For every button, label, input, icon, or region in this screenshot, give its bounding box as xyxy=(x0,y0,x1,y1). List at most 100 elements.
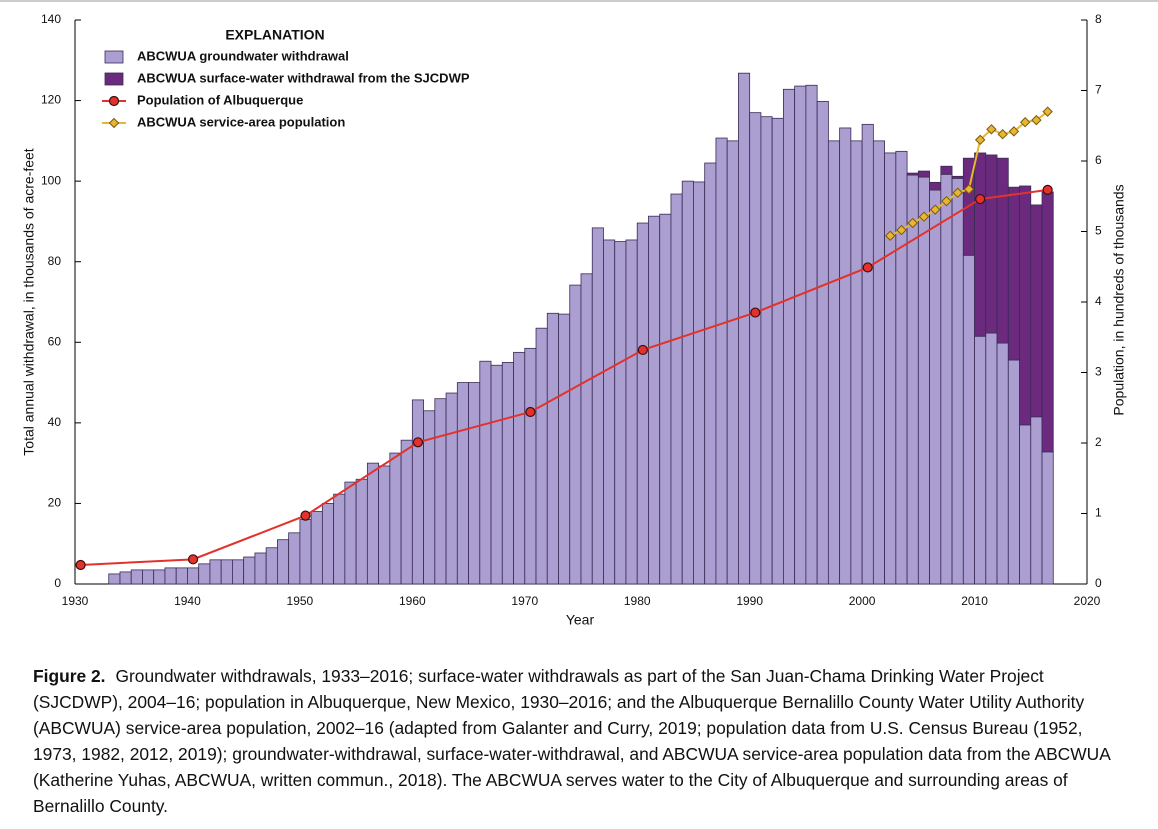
x-tick-label: 2000 xyxy=(849,594,876,608)
bar-segment xyxy=(603,239,616,585)
y2-tick-label: 8 xyxy=(1095,12,1102,26)
bar-segment xyxy=(614,241,627,585)
bar-segment xyxy=(232,559,245,585)
marker xyxy=(885,230,896,241)
marker xyxy=(1008,126,1020,137)
marker xyxy=(412,437,424,448)
caption: Figure 2. Groundwater withdrawals, 1933–2… xyxy=(33,663,1113,819)
y-tick-label: 120 xyxy=(41,93,61,107)
legend-label: ABCWUA groundwater withdrawal xyxy=(137,48,349,63)
marker xyxy=(525,406,536,418)
x-tick-label: 1970 xyxy=(511,594,538,608)
y-tick-label: 100 xyxy=(41,173,61,187)
marker xyxy=(637,344,648,356)
bar-segment xyxy=(929,181,942,191)
bar-segment xyxy=(693,181,706,585)
bar-segment xyxy=(445,392,458,585)
bar-segment xyxy=(850,140,863,585)
marker xyxy=(918,211,930,222)
bar-segment xyxy=(771,117,784,585)
marker xyxy=(187,554,199,565)
bar-segment xyxy=(591,227,604,585)
bar-segment xyxy=(1030,416,1043,585)
bar-segment xyxy=(524,347,537,585)
legend-label: ABCWUA surface-water withdrawal from the… xyxy=(137,70,470,85)
marker xyxy=(896,224,907,236)
bar-segment xyxy=(1041,191,1054,453)
bar-segment xyxy=(625,239,638,585)
x-tick-label: 2020 xyxy=(1074,594,1101,608)
y2-tick-label: 0 xyxy=(1095,576,1102,590)
marker xyxy=(974,134,986,146)
marker xyxy=(1019,117,1031,128)
chart: Year Total annual withdrawal, in thousan… xyxy=(0,0,1158,628)
y-tick-label: 20 xyxy=(48,496,62,510)
bar-segment xyxy=(434,398,447,585)
bar-segment xyxy=(490,364,503,585)
marker xyxy=(975,193,986,205)
y2-tick-label: 7 xyxy=(1095,83,1102,97)
bar-segment xyxy=(378,465,391,585)
bar-segment xyxy=(805,84,818,585)
bar-segment xyxy=(783,88,796,585)
bar-segment xyxy=(760,116,773,585)
bar-segment xyxy=(164,567,177,585)
bar-segment xyxy=(1019,424,1032,585)
bar-segment xyxy=(175,567,188,585)
bar-segment xyxy=(142,569,155,585)
bar-segment xyxy=(827,140,841,585)
marker xyxy=(1042,184,1053,196)
bar-segment xyxy=(254,552,267,585)
marker xyxy=(1031,114,1042,126)
bar-segment xyxy=(636,222,649,585)
bar-segment xyxy=(333,493,346,585)
bar-segment xyxy=(940,165,953,175)
bar-segment xyxy=(130,569,143,585)
marker xyxy=(952,187,963,198)
bar-segment xyxy=(310,511,323,585)
marker xyxy=(75,559,86,571)
bar-segment xyxy=(513,351,526,585)
bar-segment xyxy=(535,327,548,585)
bar-segment xyxy=(738,72,751,585)
bar-segment xyxy=(726,140,739,585)
caption-label: Figure 2. xyxy=(33,666,106,686)
y-tick-label: 60 xyxy=(48,334,62,348)
y2-tick-label: 1 xyxy=(1095,506,1102,520)
legend-label: ABCWUA service-area population xyxy=(137,114,345,129)
y-tick-label: 40 xyxy=(48,415,62,429)
bar-segment xyxy=(198,563,211,585)
bar-segment xyxy=(951,175,964,179)
marker xyxy=(986,124,997,135)
marker xyxy=(1042,106,1053,117)
bar-segment xyxy=(558,313,571,585)
bar-segment xyxy=(1030,204,1043,418)
x-tick-label: 1950 xyxy=(287,594,314,608)
bar-segment xyxy=(344,481,357,585)
y-tick-label: 0 xyxy=(54,576,61,590)
y-axis-label: Total annual withdrawal, in thousands of… xyxy=(21,148,37,456)
y-tick-label: 80 xyxy=(48,254,62,268)
bar-segment xyxy=(1007,186,1020,361)
bar-segment xyxy=(265,547,278,585)
x-tick-label: 1960 xyxy=(399,594,426,608)
bar-segment xyxy=(400,439,413,585)
bar-segment xyxy=(1041,451,1054,585)
legend-swatch xyxy=(104,50,124,64)
bar-segment xyxy=(895,150,908,585)
bar-segment xyxy=(569,284,582,585)
marker xyxy=(963,183,975,195)
bar-segment xyxy=(321,503,335,585)
bar-segment xyxy=(861,123,874,585)
bar-segment xyxy=(108,573,121,585)
y2-tick-label: 4 xyxy=(1095,294,1102,308)
bar-segment xyxy=(681,180,694,585)
bar-segment xyxy=(749,112,762,585)
bar-segment xyxy=(580,273,593,585)
bar-segment xyxy=(929,189,942,585)
y2-tick-label: 2 xyxy=(1095,435,1102,449)
bar-segment xyxy=(884,152,897,585)
x-tick-label: 1940 xyxy=(174,594,201,608)
line xyxy=(80,188,1048,566)
